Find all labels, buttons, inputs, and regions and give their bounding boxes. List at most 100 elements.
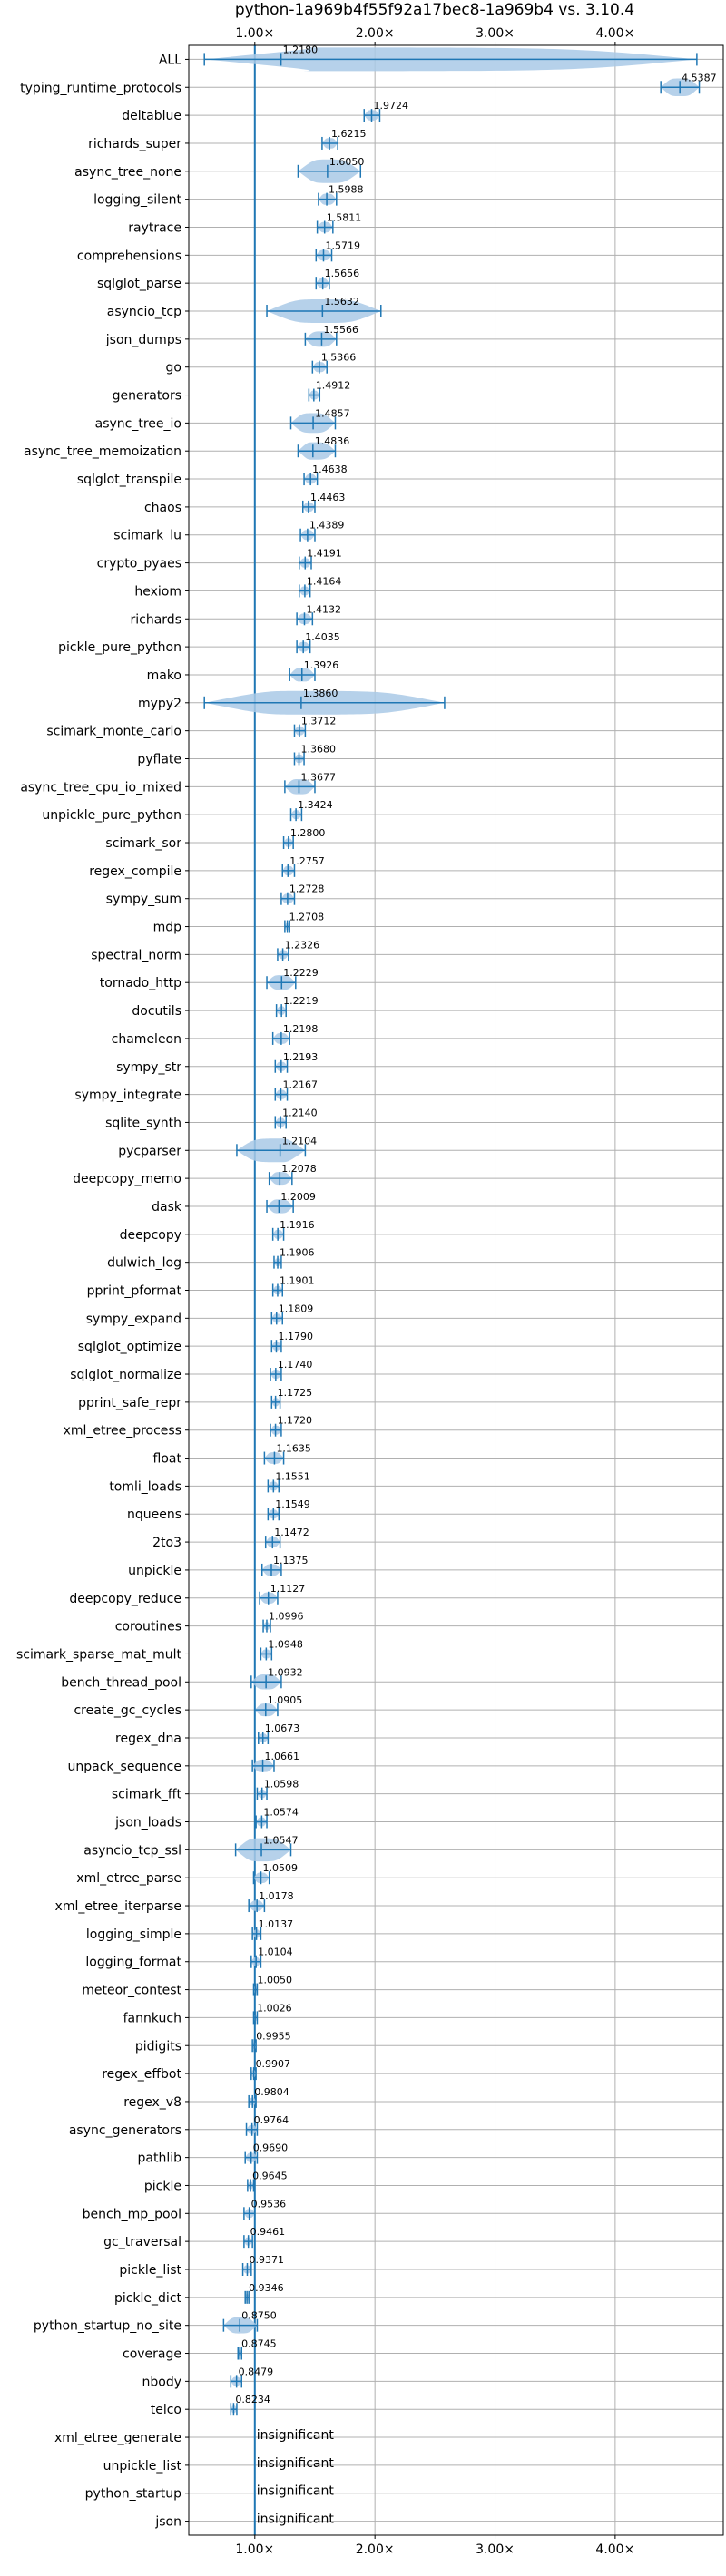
benchmark-name: pathlib: [138, 2152, 182, 2166]
benchmark-name: python_startup: [85, 2487, 182, 2502]
benchmark-name: async_tree_none: [74, 165, 182, 180]
value-label: 1.5719: [325, 239, 360, 251]
value-label: 1.1901: [280, 1275, 315, 1287]
benchmark-name: chaos: [144, 501, 182, 515]
x-tick-label-top: 4.00×: [595, 26, 634, 41]
benchmark-name: spectral_norm: [91, 948, 182, 962]
benchmark-name: coroutines: [115, 1620, 182, 1634]
benchmark-name: mdp: [153, 921, 182, 935]
benchmark-name: tomli_loads: [109, 1479, 182, 1494]
value-label: 1.1551: [275, 1470, 310, 1482]
value-label: 1.0050: [257, 1975, 292, 1986]
value-label: 1.1549: [275, 1498, 310, 1510]
value-label: 1.2757: [289, 855, 325, 867]
chart-title: python-1a969b4f55f92a17bec8-1a969b4 vs. …: [235, 1, 634, 19]
benchmark-name: tornado_http: [100, 976, 182, 990]
value-label: 1.1809: [279, 1303, 314, 1314]
value-label: 1.5656: [325, 268, 360, 279]
benchmark-name: dulwich_log: [107, 1256, 182, 1271]
benchmark-name: crypto_pyaes: [97, 557, 182, 571]
benchmark-name: docutils: [132, 1004, 182, 1019]
value-label: 1.2180: [283, 44, 319, 55]
value-label: 1.0574: [263, 1807, 299, 1819]
value-label: 1.4132: [306, 603, 341, 615]
benchmark-name: python_startup_no_site: [34, 2319, 182, 2334]
value-label: 1.5566: [323, 324, 358, 336]
value-label: 0.8750: [241, 2310, 277, 2322]
benchmark-name: xml_etree_generate: [54, 2431, 182, 2445]
benchmark-name: comprehensions: [77, 249, 182, 263]
benchmark-name: logging_format: [85, 1956, 182, 1970]
benchmark-name: regex_compile: [89, 864, 182, 879]
value-label: 1.0547: [263, 1834, 299, 1846]
benchmark-name: pyflate: [137, 752, 182, 766]
value-label: 1.2198: [283, 1023, 319, 1035]
value-label: 1.6050: [329, 156, 365, 168]
value-label: 1.4912: [316, 380, 351, 392]
benchmark-name: regex_dna: [115, 1732, 182, 1746]
axis-layer: 1.00× 1.00× 2.00× 2.00× 3.00× 3.00× 4.00× 4.00×…: [16, 26, 634, 2557]
insignificant-label: insignificant: [257, 2513, 335, 2527]
benchmark-name: 2to3: [152, 1536, 182, 1550]
value-label: 0.9645: [252, 2170, 288, 2181]
value-label: 1.0948: [268, 1638, 303, 1650]
x-tick-label-bottom: 1.00×: [235, 2542, 274, 2557]
benchmark-name: sympy_sum: [106, 893, 182, 907]
benchmark-name: hexiom: [134, 584, 182, 599]
value-label: 1.1375: [273, 1555, 309, 1566]
value-label: 1.1725: [278, 1387, 313, 1399]
benchmark-name: meteor_contest: [82, 1984, 182, 1998]
benchmark-name: bench_mp_pool: [83, 2207, 182, 2221]
value-label: 1.3680: [301, 743, 337, 755]
value-label: 0.9907: [256, 2058, 291, 2070]
benchmark-name: json_dumps: [105, 333, 182, 347]
benchmark-name: deepcopy: [120, 1228, 182, 1243]
value-label: 1.1127: [270, 1583, 306, 1595]
benchmark-name: typing_runtime_protocols: [20, 81, 182, 95]
value-label: 0.8479: [239, 2366, 274, 2377]
benchmark-name: go: [166, 361, 182, 376]
benchmark-name: scimark_lu: [113, 529, 182, 543]
benchmark-name: scimark_sparse_mat_mult: [16, 1647, 182, 1662]
value-label: 1.4389: [309, 520, 345, 532]
value-label: 1.2193: [283, 1051, 319, 1063]
benchmark-name: generators: [113, 389, 182, 404]
x-tick-label-top: 1.00×: [235, 26, 274, 41]
value-label: 1.2326: [285, 939, 320, 951]
value-label: 1.0104: [258, 1947, 293, 1958]
benchmark-name: deepcopy_memo: [73, 1172, 182, 1186]
benchmark-name: gc_traversal: [103, 2235, 182, 2249]
benchmark-name: pickle: [144, 2179, 182, 2193]
benchmark-name: raytrace: [128, 220, 182, 235]
value-label: 1.4857: [315, 407, 350, 419]
benchmark-name: nqueens: [127, 1508, 182, 1522]
benchmark-name: pickle_dict: [114, 2291, 182, 2306]
benchmark-name: asyncio_tcp: [107, 305, 182, 319]
x-tick-label-top: 3.00×: [476, 26, 515, 41]
value-label: 1.4836: [315, 435, 350, 447]
value-label: 1.3860: [303, 688, 338, 699]
value-label: 1.3926: [304, 659, 339, 671]
value-label: 1.0178: [259, 1890, 294, 1902]
benchmark-name: xml_etree_iterparse: [55, 1899, 182, 1914]
value-label: 1.0509: [263, 1862, 299, 1874]
value-label: 1.0026: [257, 2002, 292, 2014]
benchmark-name: unpack_sequence: [68, 1760, 182, 1774]
benchmark-name: pidigits: [135, 2039, 182, 2054]
value-label: 1.0905: [268, 1694, 303, 1706]
benchmark-name: deltablue: [122, 109, 182, 123]
benchmark-name: sympy_expand: [86, 1312, 182, 1326]
value-label: 1.2009: [280, 1191, 316, 1203]
value-label: 0.9690: [253, 2142, 289, 2154]
value-label: 1.1790: [278, 1331, 313, 1342]
value-label: 1.0598: [264, 1779, 299, 1791]
value-label: 1.0661: [265, 1751, 300, 1762]
value-label: 0.8745: [241, 2338, 277, 2350]
benchmark-name: pickle_list: [119, 2263, 182, 2278]
benchmark-name: pickle_pure_python: [58, 640, 182, 655]
x-tick-label-bottom: 3.00×: [476, 2542, 515, 2557]
value-label: 1.5366: [321, 352, 357, 364]
insignificant-label: insignificant: [257, 2456, 335, 2471]
